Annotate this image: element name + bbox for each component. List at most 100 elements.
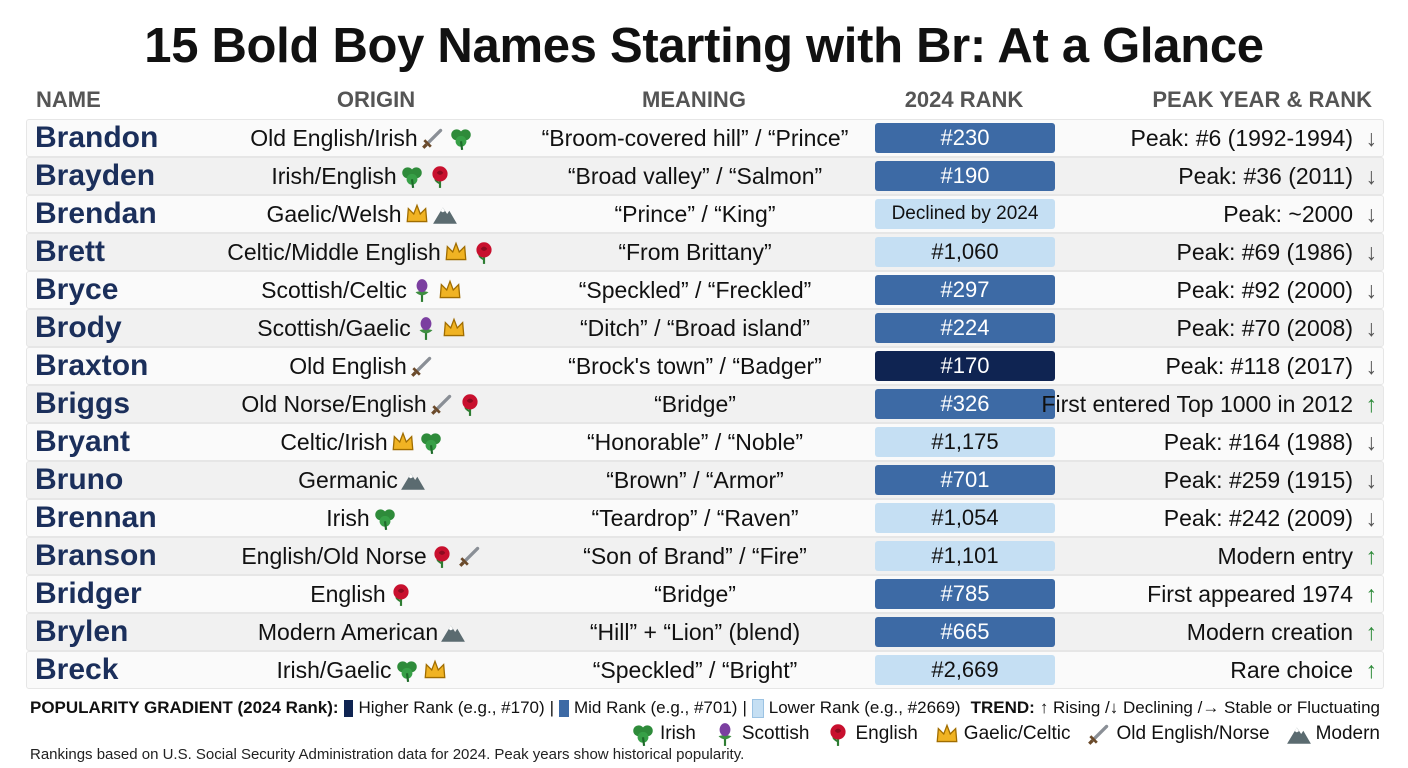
rank-badge: #190 [875,161,1055,191]
origin-legend-label: Old English/Norse [1116,723,1270,744]
icon-shape [835,728,842,733]
icon-shape [392,431,414,451]
origin-legend-label: Gaelic/Celtic [963,723,1071,744]
rank-badge: #170 [875,351,1055,381]
icon-shape [408,473,413,479]
rank-badge: #665 [875,617,1055,647]
table-row: Brylen Modern American “Hill” + “Lion” (bl… [26,613,1384,651]
header-peak: PEAK YEAR & RANK [1152,87,1372,112]
icon-shape [410,371,417,377]
origin-legend-label: Modern [1315,723,1380,744]
name: Breck [35,653,119,686]
icon-shape [440,207,445,213]
trend-arrow: ↑ [1365,581,1378,607]
origin: Scottish/Gaelic [257,314,411,341]
legend-swatch [559,699,569,717]
trend-arrow: ↓ [1365,201,1378,227]
icon-shape [400,473,425,490]
name: Brayden [35,159,156,192]
origin-cell: Scottish/Gaelic [197,310,527,346]
rose-icon [432,166,448,188]
rank-badge: Declined by 2024 [875,199,1055,229]
meaning: “Honorable” / “Noble” [586,429,804,455]
crown-icon [406,203,427,223]
icon-shape [445,241,467,261]
icon-shape [459,141,463,151]
header-rank: 2024 RANK [904,87,1024,112]
icon-shape [405,673,409,683]
rank-badge: #1,060 [875,237,1055,267]
trend-legend: ↑ Rising /↓ Declining /→ Stable or Fluct… [1039,698,1380,717]
table-row: Branson English/Old Norse “Son of Brand” /… [26,537,1384,575]
icon-shape [936,723,958,743]
clover-icon [420,433,441,455]
trend-arrow: ↑ [1365,619,1378,645]
title: 15 Bold Boy Names Starting with Br: At a… [144,19,1264,73]
rose-icon [393,584,409,606]
icon-shape [1286,727,1311,744]
origin-legend-label: English [855,723,918,744]
icon-shape [416,279,428,293]
crown-icon [445,241,467,261]
table-row: Brandon Old English/Irish “Broom-covered h… [26,119,1384,157]
icon-shape [421,143,428,149]
rank-badge: #230 [875,123,1055,153]
peak: First entered Top 1000 in 2012 [1041,391,1353,417]
rank-badge: #2,669 [875,655,1055,685]
name: Braxton [35,349,149,382]
peak: Peak: #164 (1988) [1163,429,1353,455]
origin: English [310,580,386,607]
origin-cell: Irish [197,500,527,536]
icon-shape [420,317,432,331]
icon-shape [448,625,454,631]
icon-shape [415,291,429,296]
meaning: “Speckled” / “Freckled” [578,277,812,303]
legend-separator: | [549,698,555,717]
trend-arrow: ↓ [1365,277,1378,303]
icon-shape [429,445,433,455]
footnote: Rankings based on U.S. Social Security A… [30,746,745,763]
origin-cell: Old Norse/English [197,386,527,422]
origin-cell: Old English/Irish [197,120,527,156]
meaning: “Hill” + “Lion” (blend) [589,619,801,645]
clover-icon [374,509,395,531]
origin: Scottish/Celtic [261,276,407,303]
origin-cell: Celtic/Middle English [197,234,527,270]
rank-badge: #326 [875,389,1055,419]
origin-cell: English [197,576,527,612]
trend-arrow: ↓ [1365,125,1378,151]
sword-icon [410,356,432,377]
peak: Peak: #118 (2017) [1165,353,1353,379]
table-row: Brayden Irish/English “Broad valley” / “Sa… [26,157,1384,195]
trend-arrow: ↓ [1365,315,1378,341]
icon-shape [458,561,465,567]
sword-icon [1088,724,1109,745]
name: Bridger [35,577,142,610]
crown-icon [424,659,445,679]
origin: English/Old Norse [241,542,427,569]
icon-shape [1294,727,1299,733]
table-row: Brody Scottish/Gaelic “Ditch” / “Broad isl… [26,309,1384,347]
meaning: “Bridge” [654,391,736,417]
legend-swatch [343,699,354,717]
peak: Modern entry [1217,543,1353,569]
peak: Peak: #70 (2008) [1176,315,1353,341]
trend-arrow: ↓ [1365,239,1378,265]
clover-icon [633,725,653,747]
trend-arrow: ↑ [1365,543,1378,569]
table-row: Bruno Germanic “Brown” / “Armor” #701 Peak: … [26,461,1384,499]
legend-label: Mid Rank (e.g., #701) [573,698,738,717]
table-row: Brett Celtic/Middle English “From Brittany… [26,233,1384,271]
rose-icon [830,724,847,746]
sword-icon [458,546,479,567]
clover-icon [401,167,422,189]
icon-shape [480,246,487,251]
peak: Peak: #6 (1992-1994) [1130,125,1354,151]
meaning: “Son of Brand” / “Fire” [583,543,807,569]
legend-label: Higher Rank (e.g., #170) [358,698,545,717]
rank-badge: #1,054 [875,503,1055,533]
rank-badge: #297 [875,275,1055,305]
sword-icon [430,394,451,415]
trend-arrow: ↑ [1365,391,1378,417]
